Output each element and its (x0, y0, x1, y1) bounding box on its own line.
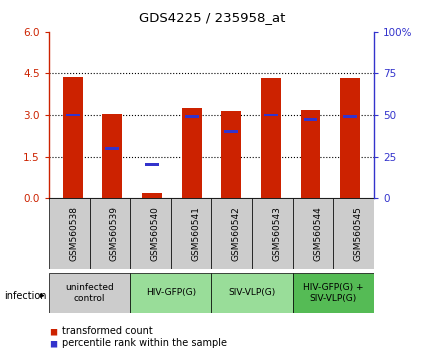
Bar (340, 79, 360, 198)
Text: GSM560538: GSM560538 (69, 206, 78, 261)
Bar (49, 198, 90, 269)
Text: GSM560542: GSM560542 (232, 206, 241, 261)
Bar (343, 115, 357, 118)
Bar (105, 147, 119, 150)
Bar (211, 273, 293, 313)
Text: GSM560541: GSM560541 (191, 206, 200, 261)
Bar (130, 273, 211, 313)
Bar (182, 108, 201, 198)
Bar (66, 114, 79, 116)
Bar (171, 198, 211, 269)
Bar (49, 273, 130, 313)
Bar (102, 114, 122, 198)
Text: percentile rank within the sample: percentile rank within the sample (62, 338, 227, 348)
Text: GSM560540: GSM560540 (150, 206, 159, 261)
Bar (300, 110, 320, 198)
Bar (142, 193, 162, 198)
Bar (333, 198, 374, 269)
Text: GSM560543: GSM560543 (272, 206, 281, 261)
Text: GSM560544: GSM560544 (313, 206, 322, 261)
Text: HIV-GFP(G): HIV-GFP(G) (146, 289, 196, 297)
Bar (264, 114, 278, 116)
Bar (303, 118, 317, 121)
Bar (293, 198, 333, 269)
Text: ◼: ◼ (49, 326, 57, 336)
Bar (252, 198, 293, 269)
Text: HIV-GFP(G) +
SIV-VLP(G): HIV-GFP(G) + SIV-VLP(G) (303, 283, 364, 303)
Bar (221, 111, 241, 198)
Bar (185, 115, 198, 118)
Text: SIV-VLP(G): SIV-VLP(G) (229, 289, 276, 297)
Bar (224, 130, 238, 133)
Bar (145, 163, 159, 166)
Bar (130, 198, 171, 269)
Bar (211, 198, 252, 269)
Text: GSM560539: GSM560539 (110, 206, 119, 261)
Bar (63, 77, 82, 198)
Bar (261, 78, 281, 198)
Bar (293, 273, 374, 313)
Text: GDS4225 / 235958_at: GDS4225 / 235958_at (139, 11, 286, 24)
Text: uninfected
control: uninfected control (65, 283, 114, 303)
Text: GSM560545: GSM560545 (354, 206, 363, 261)
Bar (90, 198, 130, 269)
Text: infection: infection (4, 291, 47, 301)
Text: transformed count: transformed count (62, 326, 153, 336)
Text: ◼: ◼ (49, 338, 57, 348)
